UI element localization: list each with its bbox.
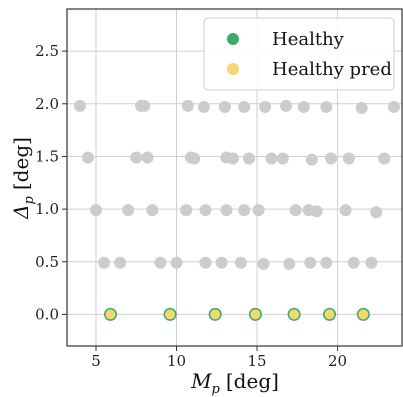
series-points	[103, 307, 370, 321]
background-point	[304, 256, 317, 269]
plot-frame	[66, 8, 403, 347]
healthy-pred-point	[324, 309, 335, 320]
background-point	[130, 151, 143, 164]
background-point	[339, 204, 352, 217]
background-point	[289, 204, 302, 217]
y-tick-label: 2.0	[35, 95, 59, 113]
x-tick-label: 10	[167, 352, 186, 370]
axis-ticks: 5 10 15 20 0.0 0.5 1.0 1.5 2.0 2.5	[35, 42, 347, 370]
background-point	[199, 256, 212, 269]
x-axis-label: Mp [deg]	[190, 369, 279, 397]
background-point	[215, 256, 228, 269]
healthy-pred-point	[250, 309, 261, 320]
background-point	[305, 153, 318, 166]
background-point	[154, 256, 167, 269]
background-point	[73, 99, 86, 112]
background-point	[238, 100, 251, 113]
background-point	[114, 256, 127, 269]
background-point	[342, 152, 355, 165]
background-point	[220, 204, 233, 217]
y-tick-label: 2.5	[35, 42, 59, 60]
y-axis-label-sub: p	[22, 195, 37, 204]
background-point	[180, 204, 193, 217]
background-point	[365, 256, 378, 269]
legend-marker-healthy-pred	[227, 63, 239, 75]
background-point	[242, 152, 255, 165]
y-tick-label: 1.0	[35, 200, 59, 218]
healthy-pred-point	[165, 309, 176, 320]
background-point	[122, 204, 135, 217]
background-point	[325, 152, 338, 165]
background-points	[73, 99, 400, 270]
background-point	[259, 100, 272, 113]
background-point	[89, 204, 102, 217]
background-point	[257, 257, 270, 270]
background-point	[181, 99, 194, 112]
x-axis-label-unit: [deg]	[226, 369, 279, 393]
background-point	[355, 101, 368, 114]
background-point	[320, 256, 333, 269]
y-axis-label: Δp [deg]	[9, 137, 37, 220]
background-point	[310, 205, 323, 218]
background-point	[197, 100, 210, 113]
background-point	[387, 100, 400, 113]
legend-label-healthy-pred: Healthy pred	[272, 59, 392, 80]
x-axis-label-sub: p	[212, 382, 221, 397]
background-point	[297, 100, 310, 113]
y-axis-label-main: Δ	[9, 204, 33, 219]
background-point	[276, 152, 289, 165]
background-point	[252, 204, 265, 217]
x-tick-label: 5	[91, 352, 101, 370]
healthy-pred-point	[105, 309, 116, 320]
background-point	[238, 204, 251, 217]
y-axis-label-unit: [deg]	[9, 137, 33, 190]
x-tick-label: 20	[328, 352, 347, 370]
background-point	[188, 152, 201, 165]
x-axis-label-main: M	[190, 369, 212, 393]
background-point	[347, 256, 360, 269]
background-point	[320, 100, 333, 113]
y-tick-label: 0.0	[35, 305, 59, 323]
healthy-pred-point	[289, 309, 300, 320]
background-point	[283, 257, 296, 270]
healthy-pred-point	[358, 309, 369, 320]
background-point	[199, 204, 212, 217]
background-point	[141, 151, 154, 164]
x-tick-label: 15	[248, 352, 267, 370]
background-point	[98, 256, 111, 269]
healthy-pred-point	[210, 309, 221, 320]
legend-marker-healthy	[227, 33, 239, 45]
background-point	[265, 152, 278, 165]
y-tick-label: 0.5	[35, 253, 59, 271]
legend-box	[203, 17, 395, 91]
background-point	[280, 99, 293, 112]
y-axis-label-group: Δp [deg]	[9, 137, 37, 220]
background-point	[370, 206, 383, 219]
y-tick-label: 1.5	[35, 147, 59, 165]
background-point	[81, 151, 94, 164]
background-point	[170, 256, 183, 269]
background-point	[146, 204, 159, 217]
background-point	[138, 99, 151, 112]
background-point	[234, 256, 247, 269]
background-point	[378, 152, 391, 165]
background-point	[226, 152, 239, 165]
legend-label-healthy: Healthy	[272, 29, 345, 50]
legend: Healthy Healthy pred	[203, 17, 395, 91]
background-point	[218, 100, 231, 113]
